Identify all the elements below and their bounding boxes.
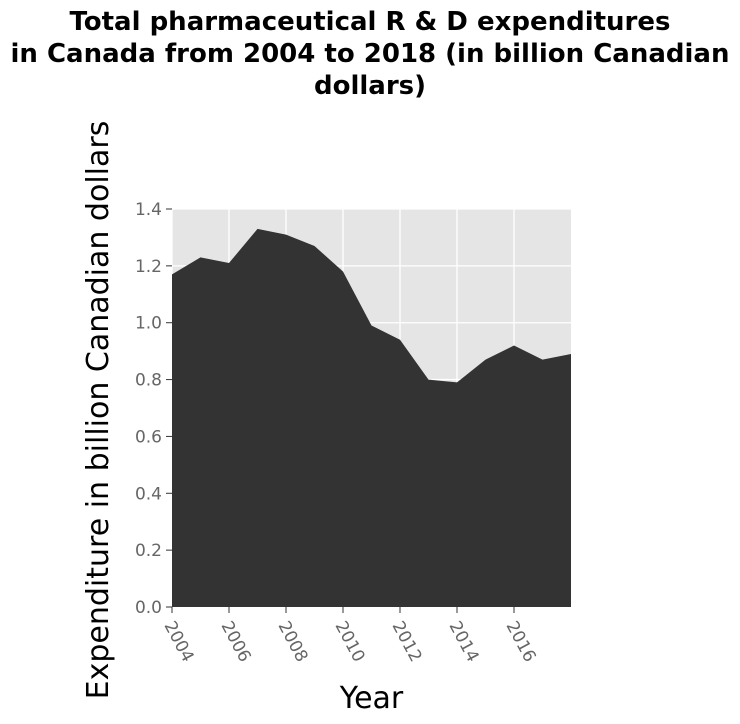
y-tick-label: 0.6 (135, 427, 162, 447)
x-tick-label: 2012 (388, 618, 426, 666)
x-tick-label: 2014 (445, 618, 483, 666)
y-tick-label: 1.4 (135, 200, 162, 220)
x-tick-label: 2004 (160, 618, 198, 666)
y-tick-label: 1.2 (135, 257, 162, 277)
area-series (172, 228, 571, 607)
x-axis-label: Year (339, 681, 404, 716)
x-tick-label: 2006 (217, 618, 255, 666)
x-tick-label: 2008 (274, 618, 312, 666)
x-tick-label: 2016 (502, 618, 540, 666)
chart-title: Total pharmaceutical R & D expenditures … (10, 7, 730, 101)
y-tick-label: 0.8 (135, 371, 162, 391)
x-tick-label: 2010 (331, 618, 369, 666)
y-tick-label: 0.4 (135, 484, 162, 504)
y-tick-label: 0.2 (135, 541, 162, 561)
y-tick-label: 0.0 (135, 598, 162, 618)
y-axis-label: Expenditure in billion Canadian dollars (81, 121, 116, 700)
y-tick-label: 1.0 (135, 314, 162, 334)
